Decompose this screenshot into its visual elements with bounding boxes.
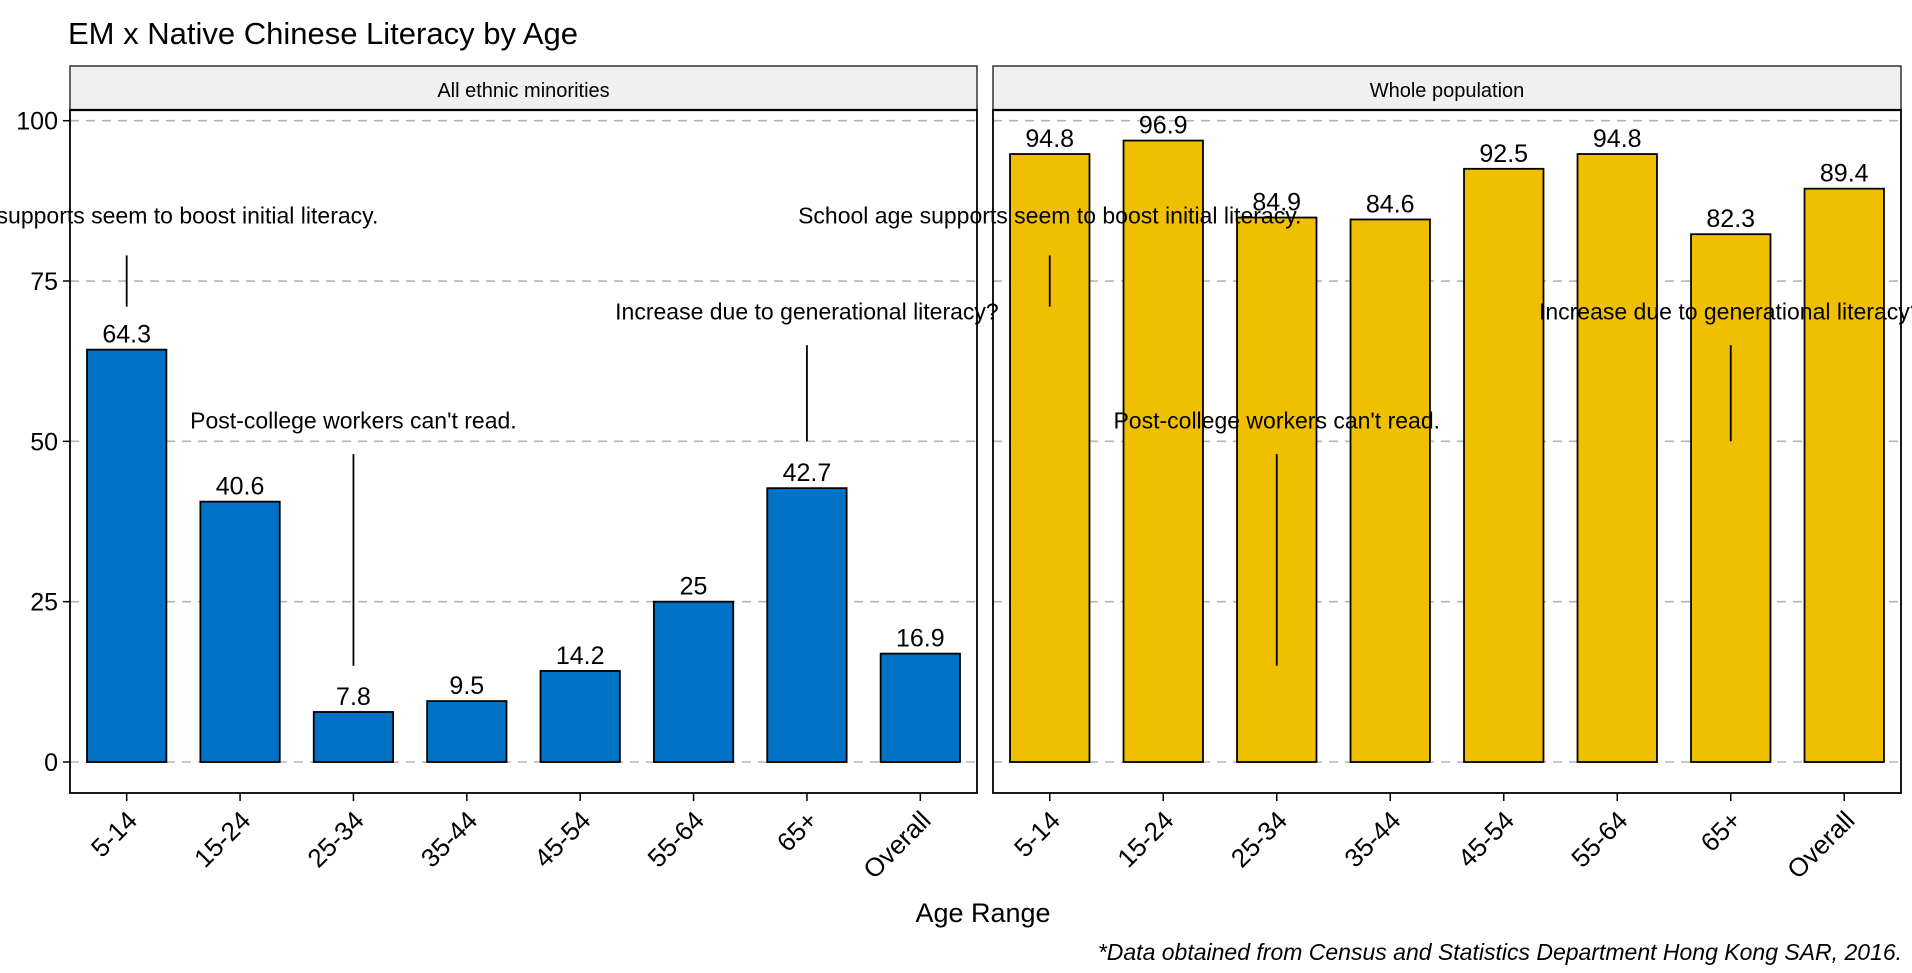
- bar: [652, 600, 735, 763]
- x-tick-label: 55-64: [1565, 805, 1633, 873]
- bar-value-label: 7.8: [336, 683, 371, 711]
- panel-strip-label: Whole population: [1370, 80, 1525, 102]
- bar-value-label: 25: [680, 573, 708, 601]
- x-tick-label: 15-24: [188, 805, 256, 873]
- chart-title: EM x Native Chinese Literacy by Age: [68, 16, 578, 51]
- y-tick-label: 50: [30, 428, 58, 456]
- x-tick-label: 45-54: [528, 805, 596, 873]
- annotation-text: School age supports seem to boost initia…: [0, 202, 378, 228]
- bar: [1349, 218, 1431, 763]
- bar-value-label: 94.8: [1025, 125, 1074, 153]
- bar: [1803, 187, 1885, 763]
- panel-ethnic-minorities: All ethnic minorities 0 25 50 75 100 64.3 40.6 7…: [0, 65, 999, 884]
- y-tick-label: 100: [16, 108, 58, 136]
- panel-whole-population: Whole population 94.8 96.9 84.9 84.6 92.5 94.8…: [798, 65, 1912, 884]
- bar-value-label: 82.3: [1706, 205, 1755, 233]
- bar-value-label: 16.9: [896, 625, 945, 653]
- x-tick-label: 65+: [771, 805, 823, 857]
- bar-value-label: 42.7: [783, 459, 832, 487]
- source-caption: *Data obtained from Census and Statistic…: [1098, 939, 1902, 965]
- bar-value-label: 9.5: [449, 672, 484, 700]
- bar: [1576, 153, 1658, 763]
- x-tick-label: 65+: [1695, 805, 1747, 857]
- bar: [312, 711, 395, 763]
- chart-panels: All ethnic minorities 0 25 50 75 100 64.3 40.6 7…: [0, 65, 1912, 884]
- bar: [1690, 233, 1772, 763]
- x-tick-label: 5-14: [85, 805, 143, 863]
- bar-value-label: 64.3: [102, 321, 151, 349]
- bar: [879, 652, 961, 763]
- x-tick-label: 5-14: [1008, 805, 1066, 863]
- bar: [199, 500, 281, 763]
- bar: [1009, 153, 1091, 763]
- x-tick-label: 15-24: [1111, 805, 1179, 873]
- x-tick-label: 25-34: [1225, 805, 1293, 873]
- bar-value-label: 14.2: [556, 642, 605, 670]
- bar: [86, 348, 168, 763]
- x-tick-label: Overall: [857, 805, 936, 884]
- x-tick-label: Overall: [1781, 805, 1860, 884]
- panel-strip-label: All ethnic minorities: [437, 80, 609, 102]
- annotation-text: Post-college workers can't read.: [1113, 408, 1440, 434]
- bar: [426, 700, 508, 763]
- bar: [766, 487, 848, 763]
- bar-value-label: 89.4: [1820, 160, 1869, 188]
- x-tick-label: 55-64: [642, 805, 710, 873]
- annotation-text: Increase due to generational literacy?: [615, 299, 999, 325]
- annotation-text: Post-college workers can't read.: [190, 408, 517, 434]
- x-axis-title: Age Range: [915, 898, 1050, 928]
- bar: [1122, 139, 1204, 763]
- x-tick-label: 25-34: [301, 805, 369, 873]
- x-tick-label: 35-44: [415, 805, 483, 873]
- bar: [1236, 216, 1318, 763]
- bar: [1463, 167, 1545, 763]
- panel-strip: [69, 65, 978, 111]
- x-tick-label: 45-54: [1452, 805, 1520, 873]
- bar-value-label: 92.5: [1479, 140, 1528, 168]
- y-tick-label: 75: [30, 268, 58, 296]
- y-tick-label: 0: [44, 749, 58, 777]
- annotation-text: Increase due to generational literacy?: [1539, 299, 1912, 325]
- bar-value-label: 40.6: [216, 473, 265, 501]
- x-tick-label: 35-44: [1338, 805, 1406, 873]
- bar-value-label: 96.9: [1139, 112, 1188, 140]
- bar-value-label: 94.8: [1593, 125, 1642, 153]
- y-tick-label: 25: [30, 589, 58, 617]
- bar: [539, 670, 621, 763]
- bar-value-label: 84.9: [1252, 189, 1301, 217]
- annotation-text: School age supports seem to boost initia…: [798, 202, 1301, 228]
- bar-value-label: 84.6: [1366, 190, 1415, 218]
- panel-strip: [992, 65, 1902, 111]
